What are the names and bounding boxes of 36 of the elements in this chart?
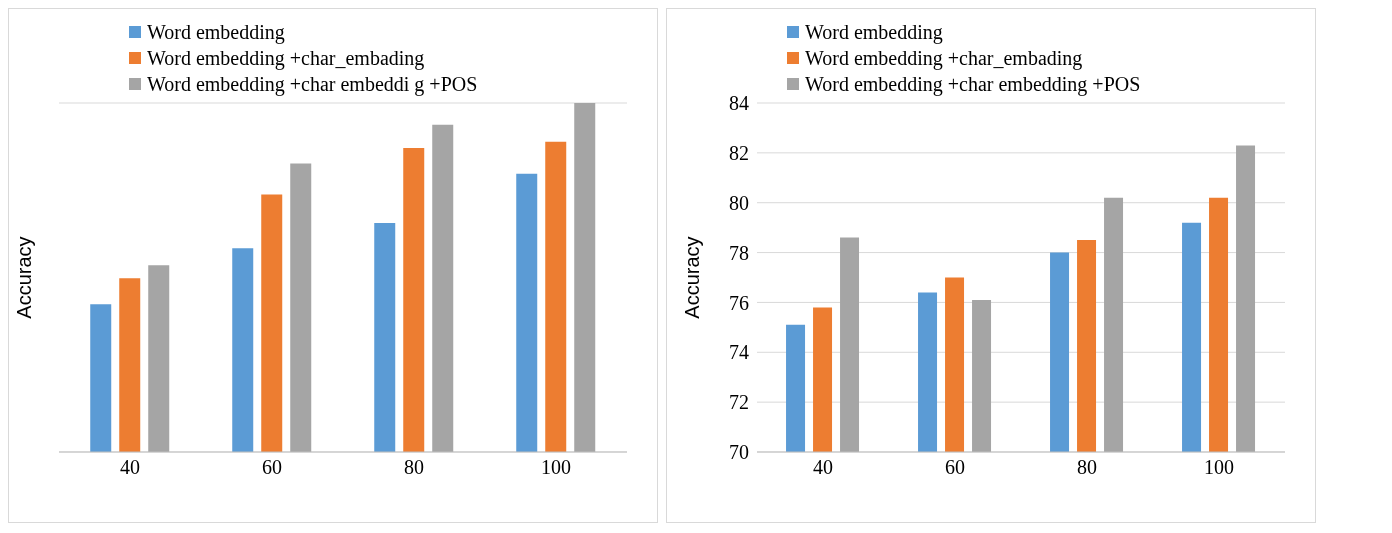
y-tick-label: 70	[729, 441, 749, 464]
legend-label: Word embedding	[805, 20, 943, 45]
x-tick-label: 40	[120, 456, 140, 479]
bar	[432, 124, 454, 452]
y-tick-label: 72	[729, 391, 749, 414]
legend-label: Word embedding +char_embading	[147, 46, 425, 71]
x-tick-label: 60	[262, 456, 282, 479]
bar	[261, 194, 283, 452]
bar	[290, 163, 312, 452]
bar	[516, 173, 538, 452]
bar	[148, 265, 170, 452]
y-tick-label: 84	[729, 92, 749, 115]
x-tick-label: 80	[1077, 456, 1097, 479]
bar	[90, 304, 112, 452]
bar	[374, 223, 396, 452]
x-tick-label: 40	[813, 456, 833, 479]
x-tick-label: 100	[1204, 456, 1234, 479]
y-tick-label: 82	[729, 141, 749, 164]
legend-label: Word embedding +char embedding +POS	[805, 72, 1141, 97]
legend-label: Word embedding +char embeddi g +POS	[147, 72, 478, 97]
bar	[574, 103, 596, 452]
y-tick-label: 74	[729, 341, 749, 364]
y-axis-title: Accuracy	[681, 236, 704, 319]
bar	[119, 278, 141, 452]
x-tick-label: 80	[404, 456, 424, 479]
y-axis-title: Accuracy	[13, 236, 36, 319]
bar	[545, 141, 567, 452]
legend-label: Word embedding +char_embading	[805, 46, 1083, 71]
x-tick-label: 60	[945, 456, 965, 479]
y-tick-label: 80	[729, 191, 749, 214]
y-tick-label: 76	[729, 291, 749, 314]
x-tick-label: 100	[541, 456, 571, 479]
y-tick-label: 78	[729, 241, 749, 264]
bar	[232, 248, 254, 452]
legend-label: Word embedding	[147, 20, 285, 45]
bar	[403, 148, 425, 452]
